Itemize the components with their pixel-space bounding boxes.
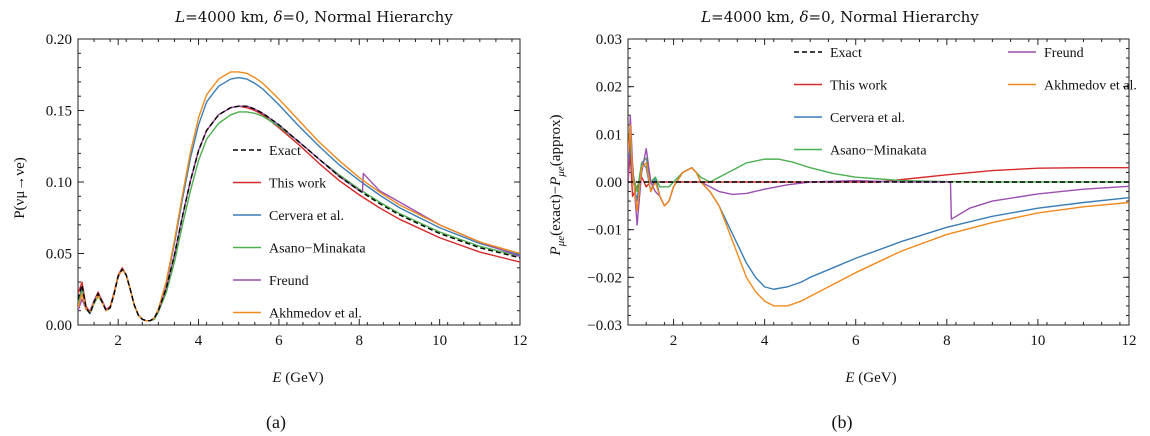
legend-label-akhmedov: Akhmedov et al. [1044,79,1137,94]
legend-label-this-work: This work [830,79,887,94]
panel-a-plot: 2 4 6 8 10 12 0.00 0.05 0.10 0.15 0.20 Exact This wo… [46,32,528,349]
panel-b: L=4000 km, δ=0, Normal Hierarchy E (GeV)… [548,8,1137,433]
series-line-akhmedov [78,71,520,322]
legend-label-asano: Asano−Minakata [269,242,366,257]
y-tick-label: 0.05 [46,247,72,263]
legend-label-this-work: This work [269,177,326,192]
panel-a-xlabel: E (GeV) [271,370,323,386]
panel-b-ylabel: Pμe(exact)−Pμe(approx) [548,115,567,257]
x-tick-label: 8 [943,333,951,349]
y-tick-label: −0.02 [587,270,622,286]
legend-label-exact: Exact [830,46,862,61]
y-tick-label: −0.01 [587,223,622,239]
series-line-this-work [628,152,1129,197]
panel-b-xlabel: E (GeV) [844,370,896,386]
series-line-akhmedov [628,124,1129,307]
legend-label-freund: Freund [269,274,309,289]
y-tick-label: 0.03 [596,32,622,48]
x-tick-label: 4 [195,333,203,349]
panel-a-label: (a) [266,412,286,433]
y-tick-label: 0.00 [596,175,622,191]
legend-label-exact: Exact [269,144,301,159]
x-tick-label: 10 [432,333,447,349]
x-tick-label: 12 [1122,333,1137,349]
y-tick-label: 0.10 [46,175,72,191]
series-line-freund [628,114,1129,226]
y-tick-label: 0.00 [46,318,72,334]
x-tick-label: 12 [513,333,528,349]
panel-a: L=4000 km, δ=0, Normal Hierarchy E (GeV)… [12,8,528,433]
y-tick-label: 0.20 [46,32,72,48]
legend-label-freund: Freund [1044,46,1084,61]
panel-b-title: L=4000 km, δ=0, Normal Hierarchy [700,8,979,26]
y-tick-label: −0.03 [587,318,622,334]
legend-label-asano: Asano−Minakata [830,144,927,159]
x-tick-label: 2 [670,333,678,349]
panel-b-label: (b) [832,412,853,433]
series-line-asano [628,133,1129,193]
x-tick-label: 8 [356,333,364,349]
x-tick-label: 6 [852,333,860,349]
series-line-cervera [628,143,1129,290]
x-tick-label: 10 [1030,333,1045,349]
panel-b-plot: 2 4 6 8 10 12 −0.03 −0.02 −0.01 0.00 0.01 0.02 0.03 E… [587,32,1137,349]
legend-label-akhmedov: Akhmedov et al. [269,307,362,322]
legend-label-cervera: Cervera et al. [830,111,905,126]
panel-a-ylabel: P(νμ→νe) [12,157,28,219]
x-tick-label: 2 [114,333,122,349]
x-tick-label: 6 [275,333,283,349]
y-tick-label: 0.02 [596,80,622,96]
y-tick-label: 0.15 [46,104,72,120]
legend-label-cervera: Cervera et al. [269,209,344,224]
x-tick-label: 4 [761,333,769,349]
y-tick-label: 0.01 [596,127,622,143]
panel-a-title: L=4000 km, δ=0, Normal Hierarchy [174,8,453,26]
